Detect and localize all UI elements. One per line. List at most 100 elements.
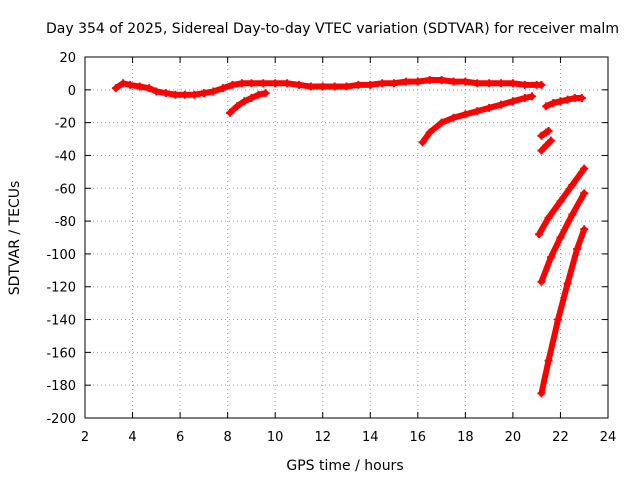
data-point: [261, 89, 270, 98]
y-tick-label: -20: [55, 117, 76, 132]
data-series: [537, 225, 589, 398]
data-point: [580, 225, 589, 234]
x-tick-label: 18: [457, 430, 474, 445]
data-point: [237, 79, 246, 88]
data-point: [111, 84, 120, 93]
data-point: [563, 95, 572, 104]
axis-ticks: 2 4 6 8 10 12 14 16 18 20 22 24-200-180-160-140-120…: [46, 51, 616, 445]
data-point: [520, 80, 529, 89]
data-point: [218, 84, 227, 93]
data-point: [544, 356, 553, 365]
data-point: [449, 113, 458, 122]
data-point: [537, 131, 546, 140]
data-point: [497, 100, 506, 109]
data-point: [119, 79, 128, 88]
data-series: [542, 94, 586, 111]
x-tick-label: 2: [81, 430, 89, 445]
data-point: [413, 77, 422, 86]
data-point: [537, 277, 546, 286]
grid: [85, 57, 608, 418]
series-trace: [538, 226, 588, 397]
data-series: [535, 164, 589, 239]
data-point: [418, 138, 427, 147]
data-series: [537, 189, 589, 286]
data-point: [556, 197, 565, 206]
y-tick-label: -200: [46, 412, 76, 427]
data-point: [145, 84, 154, 93]
y-tick-label: 20: [59, 51, 76, 66]
data-point: [563, 279, 572, 288]
data-series: [537, 126, 553, 140]
data-point: [485, 103, 494, 112]
x-tick-label: 24: [600, 430, 617, 445]
x-tick-label: 14: [362, 430, 379, 445]
data-point: [330, 82, 339, 91]
x-tick-label: 6: [176, 430, 184, 445]
data-point: [508, 97, 517, 106]
data-point: [497, 79, 506, 88]
data-point: [283, 79, 292, 88]
y-axis-label: SDTVAR / TECUs: [7, 181, 23, 296]
data-point: [366, 80, 375, 89]
data-point: [485, 79, 494, 88]
data-point: [537, 146, 546, 155]
data-point: [542, 102, 551, 111]
data-point: [226, 108, 235, 117]
data-point: [425, 128, 434, 137]
data-point: [556, 97, 565, 106]
y-tick-label: -140: [46, 314, 76, 329]
y-tick-label: -180: [46, 379, 76, 394]
y-tick-label: -160: [46, 346, 76, 361]
x-tick-label: 16: [410, 430, 427, 445]
data-point: [461, 77, 470, 86]
data-point: [473, 79, 482, 88]
data-point: [449, 77, 458, 86]
data-point: [247, 94, 256, 103]
data-series-group: [111, 75, 589, 398]
data-point: [544, 213, 553, 222]
data-point: [554, 315, 563, 324]
data-point: [520, 94, 529, 103]
data-point: [228, 80, 237, 89]
x-tick-label: 12: [314, 430, 331, 445]
data-point: [171, 90, 180, 99]
data-point: [437, 118, 446, 127]
data-point: [233, 102, 242, 111]
data-point: [508, 79, 517, 88]
data-point: [294, 80, 303, 89]
data-point: [537, 80, 546, 89]
data-point: [527, 92, 536, 101]
data-series: [418, 92, 536, 147]
x-tick-label: 20: [505, 430, 522, 445]
data-point: [318, 82, 327, 91]
data-point: [161, 89, 170, 98]
series-trace: [419, 93, 535, 146]
data-point: [580, 189, 589, 198]
data-point: [573, 244, 582, 253]
data-point: [306, 82, 315, 91]
data-point: [535, 230, 544, 239]
data-point: [542, 141, 551, 150]
data-point: [135, 82, 144, 91]
x-tick-label: 4: [128, 430, 136, 445]
y-tick-label: -40: [55, 149, 76, 164]
data-point: [378, 79, 387, 88]
data-point: [342, 82, 351, 91]
y-tick-label: -80: [55, 215, 76, 230]
y-tick-label: 0: [68, 84, 76, 99]
x-tick-label: 8: [223, 430, 231, 445]
y-tick-label: -100: [46, 248, 76, 263]
plot-border: [84, 56, 609, 419]
plot-frame: [84, 56, 609, 419]
data-series: [537, 136, 555, 155]
data-point: [254, 90, 263, 99]
data-point: [537, 389, 546, 398]
data-point: [544, 126, 553, 135]
data-point: [570, 94, 579, 103]
data-series: [226, 89, 270, 117]
data-point: [437, 75, 446, 84]
data-point: [473, 107, 482, 116]
data-point: [259, 79, 268, 88]
series-trace: [227, 90, 269, 116]
data-point: [126, 80, 135, 89]
